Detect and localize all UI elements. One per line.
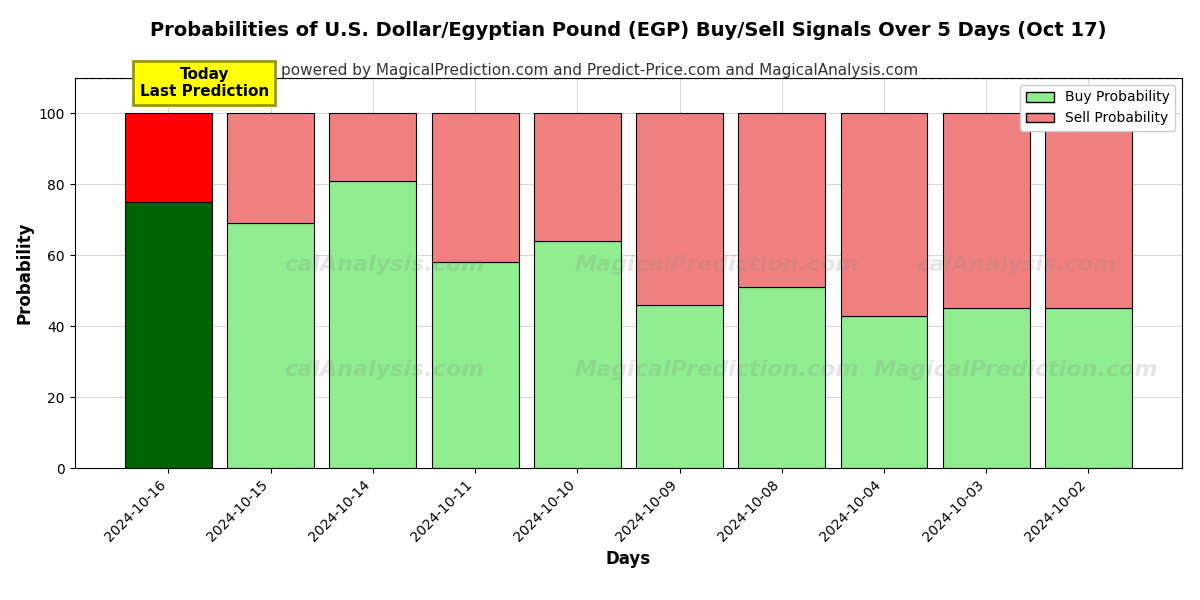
Text: calAnalysis.com: calAnalysis.com	[284, 361, 485, 380]
Bar	[534, 113, 620, 241]
Text: calAnalysis.com: calAnalysis.com	[284, 255, 485, 275]
Bar	[534, 241, 620, 468]
Bar	[125, 113, 212, 202]
Bar	[330, 181, 416, 468]
Bar	[943, 113, 1030, 308]
Text: Today
Last Prediction: Today Last Prediction	[139, 67, 269, 99]
Bar	[432, 113, 518, 262]
Bar	[738, 113, 826, 287]
Bar	[943, 308, 1030, 468]
Bar	[432, 262, 518, 468]
Text: powered by MagicalPrediction.com and Predict-Price.com and MagicalAnalysis.com: powered by MagicalPrediction.com and Pre…	[281, 63, 919, 78]
Title: Probabilities of U.S. Dollar/Egyptian Pound (EGP) Buy/Sell Signals Over 5 Days (: Probabilities of U.S. Dollar/Egyptian Po…	[150, 22, 1106, 40]
Bar	[1045, 113, 1132, 308]
Text: MagicalPrediction.com: MagicalPrediction.com	[575, 255, 859, 275]
Text: MagicalPrediction.com: MagicalPrediction.com	[874, 361, 1158, 380]
Text: calAnalysis.com: calAnalysis.com	[916, 255, 1116, 275]
Bar	[840, 316, 928, 468]
Bar	[636, 305, 724, 468]
Bar	[738, 287, 826, 468]
Bar	[125, 202, 212, 468]
Bar	[840, 113, 928, 316]
X-axis label: Days: Days	[606, 550, 652, 568]
Bar	[227, 223, 314, 468]
Bar	[636, 113, 724, 305]
Legend: Buy Probability, Sell Probability: Buy Probability, Sell Probability	[1020, 85, 1175, 131]
Bar	[227, 113, 314, 223]
Bar	[330, 113, 416, 181]
Bar	[1045, 308, 1132, 468]
Text: MagicalPrediction.com: MagicalPrediction.com	[575, 361, 859, 380]
Y-axis label: Probability: Probability	[16, 222, 34, 324]
